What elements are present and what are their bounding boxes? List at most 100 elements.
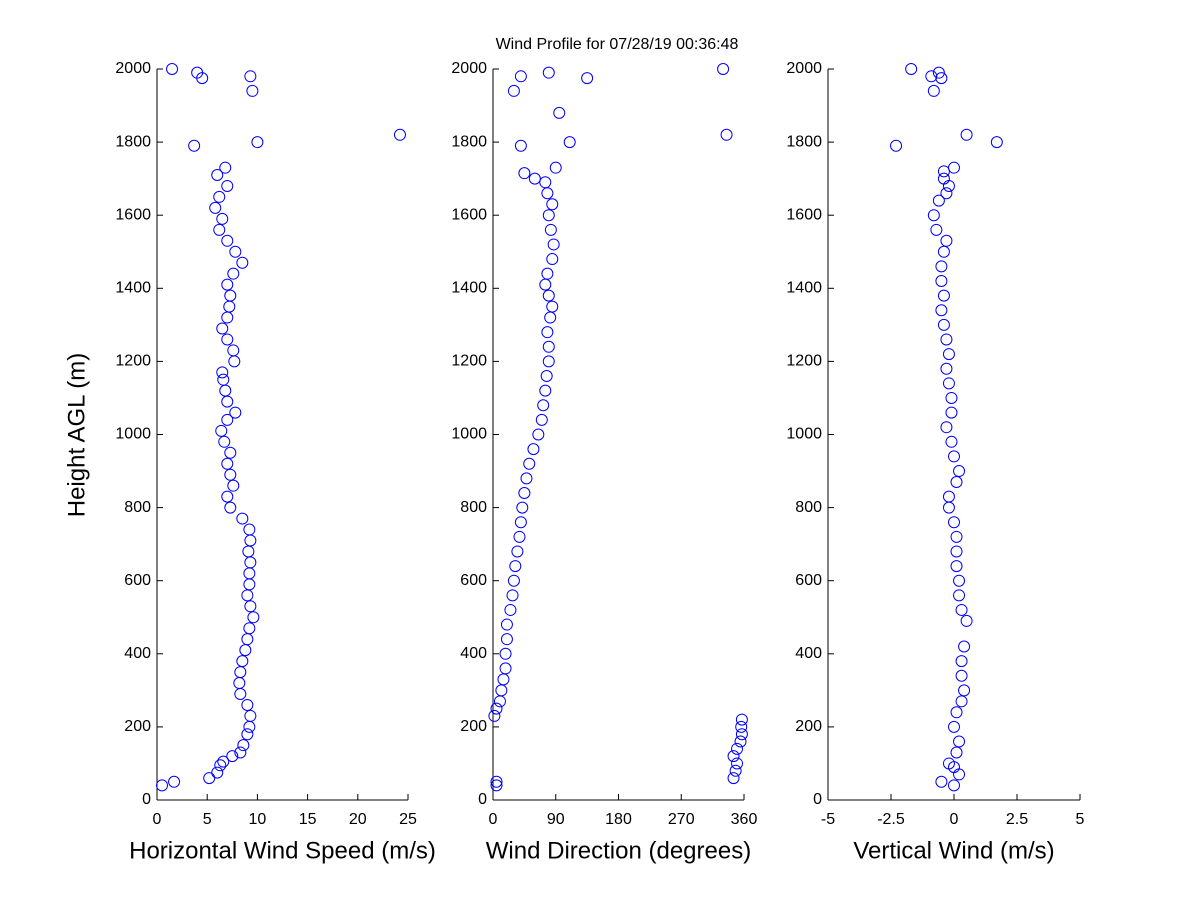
data-point [221, 278, 234, 291]
data-point [948, 450, 960, 463]
data-point [221, 179, 234, 192]
data-point [226, 750, 239, 763]
data-point [156, 779, 169, 792]
data-point [229, 245, 242, 258]
data-point [541, 267, 554, 280]
y-tick-label: 1800 [786, 133, 822, 150]
data-point [940, 421, 953, 434]
data-point [514, 516, 527, 529]
data-point [507, 574, 520, 587]
data-point [221, 333, 234, 346]
y-axis-label: Height AGL (m) [63, 353, 90, 518]
data-point [246, 84, 259, 97]
data-point [247, 611, 260, 624]
data-point [211, 766, 224, 779]
data-point [528, 172, 541, 185]
data-point [937, 318, 950, 331]
data-point [948, 516, 960, 529]
data-point [243, 622, 256, 635]
data-point [241, 698, 254, 711]
data-point [227, 344, 240, 357]
y-tick-label: 1200 [115, 353, 151, 370]
data-point [935, 72, 948, 85]
data-point [953, 589, 966, 602]
data-point [546, 253, 559, 266]
data-point [209, 201, 222, 214]
data-point [953, 574, 966, 587]
x-tick-label: 2.5 [1006, 811, 1028, 828]
data-point [217, 755, 230, 768]
data-point [488, 709, 501, 722]
data-point [958, 684, 971, 697]
data-point [546, 198, 559, 211]
y-tick-label: 2000 [451, 60, 487, 77]
data-point [514, 70, 527, 83]
data-point [940, 333, 953, 346]
x-tick-label: 25 [399, 811, 417, 828]
data-point [720, 128, 733, 141]
data-point [729, 764, 742, 777]
x-tick-label: 0 [153, 811, 162, 828]
data-point [950, 746, 963, 759]
x-tick-label: 270 [668, 811, 695, 828]
data-point [244, 70, 257, 83]
data-point [953, 465, 966, 478]
data-point [535, 413, 548, 426]
data-point [950, 530, 963, 543]
y-tick-label: 1200 [786, 353, 822, 370]
data-point [942, 377, 955, 390]
data-point [960, 128, 973, 141]
data-point [735, 728, 748, 741]
x-tick-label: 180 [605, 811, 632, 828]
data-point [527, 443, 540, 456]
data-point [717, 63, 730, 75]
y-tick-label: 1600 [451, 206, 487, 223]
data-point [213, 190, 226, 203]
data-point [541, 326, 554, 339]
data-point [927, 84, 940, 97]
data-point [224, 501, 237, 514]
x-tick-label: -5 [821, 811, 835, 828]
data-point [236, 512, 249, 525]
data-point [942, 348, 955, 361]
data-point [955, 669, 968, 682]
data-point [937, 172, 950, 185]
data-point [241, 728, 254, 741]
y-tick-label: 2000 [115, 60, 151, 77]
data-point [948, 779, 960, 792]
data-point [935, 274, 948, 287]
data-point [955, 603, 968, 616]
y-tick-label: 1000 [786, 426, 822, 443]
data-point [514, 139, 527, 152]
data-point [940, 187, 953, 200]
data-point [542, 340, 555, 353]
data-point [219, 161, 232, 174]
y-tick-label: 600 [460, 572, 487, 589]
x-tick-label: -2.5 [877, 811, 905, 828]
data-point [549, 161, 562, 174]
y-tick-label: 200 [460, 718, 487, 735]
data-point [542, 355, 555, 368]
data-point [215, 424, 228, 437]
data-point [563, 136, 576, 149]
data-point [214, 759, 227, 772]
data-point [731, 742, 744, 755]
data-point [927, 209, 940, 222]
data-point [221, 413, 234, 426]
chart-title: Wind Profile for 07/28/19 00:36:48 [496, 36, 739, 53]
data-point [581, 72, 594, 85]
y-tick-label: 1400 [451, 280, 487, 297]
data-point [553, 106, 566, 119]
data-point [244, 709, 257, 722]
y-tick-label: 1200 [451, 353, 487, 370]
data-point [546, 300, 559, 313]
data-point [950, 476, 963, 489]
data-point [216, 366, 229, 379]
data-point [937, 165, 950, 178]
data-point [221, 234, 234, 247]
data-point [520, 472, 533, 485]
data-point [196, 72, 209, 85]
data-point [542, 66, 555, 79]
x-axis-label: Horizontal Wind Speed (m/s) [129, 837, 436, 864]
data-point [224, 468, 237, 481]
